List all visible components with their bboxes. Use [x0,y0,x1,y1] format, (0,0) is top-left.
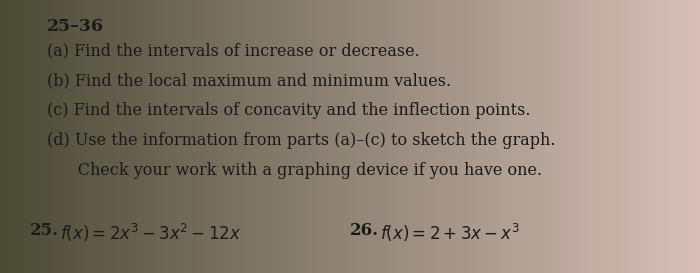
Text: (a) Find the intervals of increase or decrease.: (a) Find the intervals of increase or de… [47,42,420,59]
Text: 26.: 26. [350,222,379,239]
Text: 25.: 25. [30,222,59,239]
Text: $f(x) = 2 + 3x - x^3$: $f(x) = 2 + 3x - x^3$ [380,222,520,244]
Text: 25–36: 25–36 [47,18,104,35]
Text: (c) Find the intervals of concavity and the inflection points.: (c) Find the intervals of concavity and … [47,102,531,119]
Text: Check your work with a graphing device if you have one.: Check your work with a graphing device i… [47,162,542,179]
Text: (b) Find the local maximum and minimum values.: (b) Find the local maximum and minimum v… [47,72,451,89]
Text: $f(x) = 2x^3 - 3x^2 - 12x$: $f(x) = 2x^3 - 3x^2 - 12x$ [60,222,242,244]
Text: (d) Use the information from parts (a)–(c) to sketch the graph.: (d) Use the information from parts (a)–(… [47,132,556,149]
